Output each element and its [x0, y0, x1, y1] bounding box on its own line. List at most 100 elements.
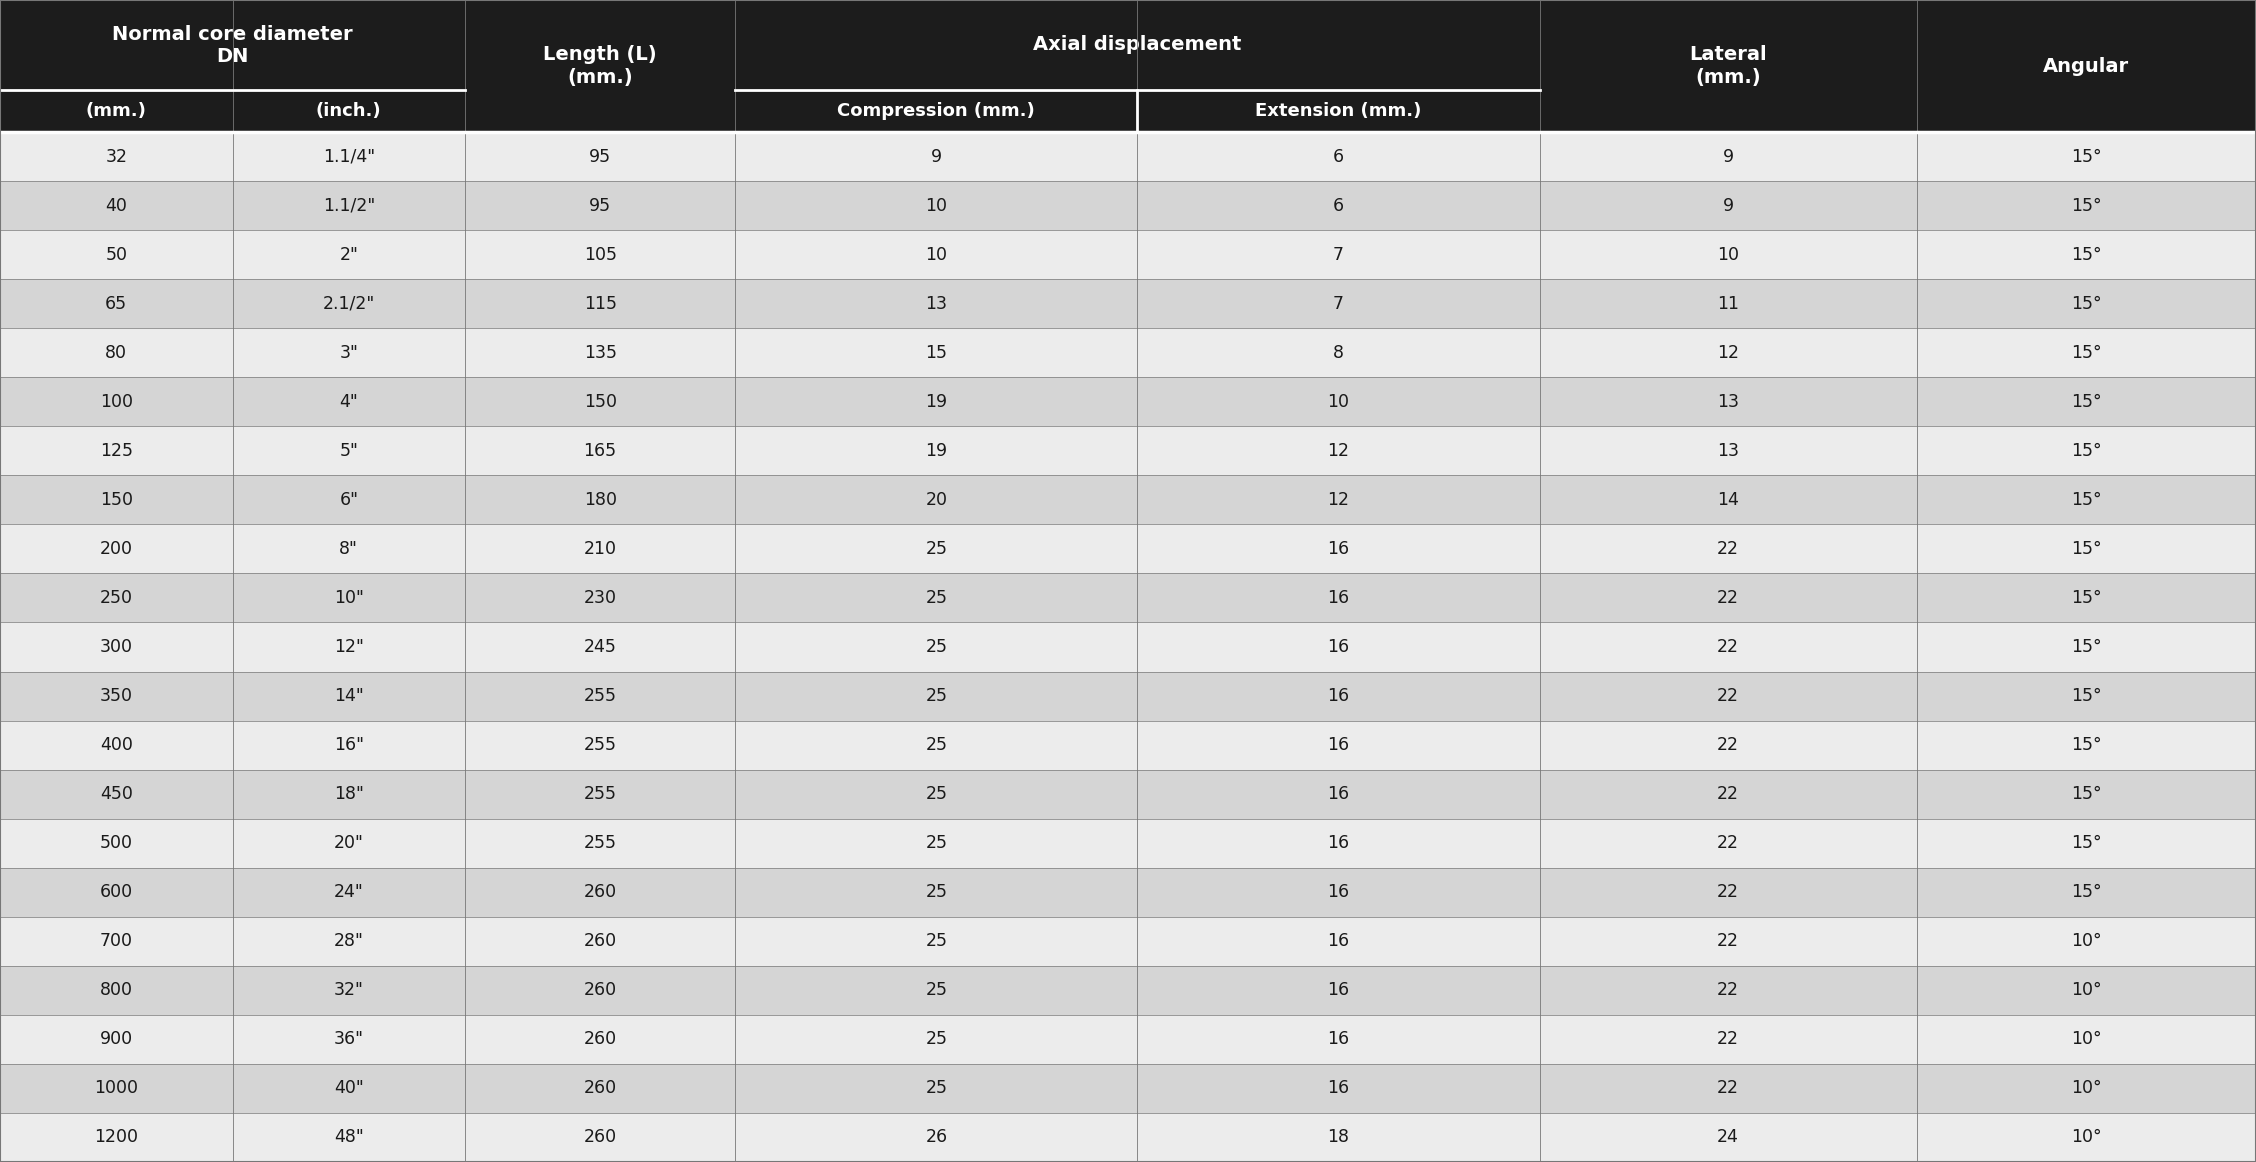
Bar: [232, 181, 465, 230]
Text: 245: 245: [584, 638, 616, 657]
Text: 22: 22: [1717, 1031, 1739, 1048]
Bar: [1918, 819, 2256, 868]
Text: 22: 22: [1717, 540, 1739, 558]
Text: 800: 800: [99, 982, 133, 999]
Text: 200: 200: [99, 540, 133, 558]
Text: 36": 36": [334, 1031, 363, 1048]
Bar: [1918, 769, 2256, 819]
Bar: [1137, 426, 1539, 475]
Text: 14": 14": [334, 687, 363, 705]
Text: 22: 22: [1717, 736, 1739, 754]
Text: 65: 65: [106, 295, 126, 313]
Text: 16: 16: [1327, 1079, 1349, 1097]
Text: 150: 150: [99, 490, 133, 509]
Text: 32": 32": [334, 982, 363, 999]
Text: 95: 95: [589, 148, 611, 165]
Text: 210: 210: [584, 540, 616, 558]
Text: 15°: 15°: [2071, 736, 2103, 754]
Text: 16: 16: [1327, 982, 1349, 999]
Bar: [735, 1014, 1137, 1064]
Text: 14: 14: [1717, 490, 1739, 509]
Text: 95: 95: [589, 196, 611, 215]
Text: 20: 20: [925, 490, 948, 509]
Text: 40": 40": [334, 1079, 363, 1097]
Bar: [1137, 966, 1539, 1014]
Text: 2": 2": [338, 245, 359, 264]
Bar: [232, 378, 465, 426]
Bar: [0, 89, 232, 132]
Text: 15°: 15°: [2071, 638, 2103, 657]
Bar: [1918, 230, 2256, 279]
Text: 255: 255: [584, 736, 616, 754]
Text: 450: 450: [99, 786, 133, 803]
Bar: [735, 181, 1137, 230]
Text: 700: 700: [99, 932, 133, 951]
Bar: [0, 966, 232, 1014]
Text: 135: 135: [584, 344, 616, 361]
Text: 10: 10: [925, 196, 948, 215]
Text: 600: 600: [99, 883, 133, 902]
Text: 10°: 10°: [2071, 1031, 2103, 1048]
Bar: [465, 279, 735, 328]
Bar: [1918, 623, 2256, 672]
Text: 6": 6": [338, 490, 359, 509]
Text: 1000: 1000: [95, 1079, 138, 1097]
Text: 255: 255: [584, 786, 616, 803]
Text: 10°: 10°: [2071, 982, 2103, 999]
Text: 400: 400: [99, 736, 133, 754]
Bar: [0, 230, 232, 279]
Bar: [1539, 279, 1918, 328]
Text: 10: 10: [1327, 393, 1349, 410]
Text: 15°: 15°: [2071, 786, 2103, 803]
Bar: [1137, 917, 1539, 966]
Bar: [465, 426, 735, 475]
Text: Angular: Angular: [2044, 57, 2130, 76]
Text: 6: 6: [1333, 148, 1345, 165]
Text: 25: 25: [925, 834, 948, 852]
Bar: [1539, 1113, 1918, 1162]
Text: 10": 10": [334, 589, 363, 607]
Text: 7: 7: [1333, 295, 1345, 313]
Text: 4": 4": [338, 393, 359, 410]
Bar: [735, 672, 1137, 720]
Text: 25: 25: [925, 589, 948, 607]
Bar: [465, 378, 735, 426]
Bar: [232, 524, 465, 573]
Bar: [1539, 769, 1918, 819]
Text: Axial displacement: Axial displacement: [1033, 36, 1241, 55]
Text: 22: 22: [1717, 883, 1739, 902]
Bar: [1918, 966, 2256, 1014]
Text: 25: 25: [925, 932, 948, 951]
Text: 22: 22: [1717, 932, 1739, 951]
Text: 16: 16: [1327, 638, 1349, 657]
Text: 22: 22: [1717, 786, 1739, 803]
Bar: [0, 1113, 232, 1162]
Bar: [735, 623, 1137, 672]
Bar: [232, 328, 465, 378]
Text: 115: 115: [584, 295, 616, 313]
Bar: [1137, 378, 1539, 426]
Text: 24: 24: [1717, 1128, 1739, 1147]
Text: 10°: 10°: [2071, 1079, 2103, 1097]
Text: 9: 9: [932, 148, 943, 165]
Bar: [232, 279, 465, 328]
Bar: [1137, 475, 1539, 524]
Text: 25: 25: [925, 687, 948, 705]
Text: 24": 24": [334, 883, 363, 902]
Text: 10°: 10°: [2071, 932, 2103, 951]
Bar: [1137, 720, 1539, 769]
Text: 16: 16: [1327, 540, 1349, 558]
Bar: [465, 966, 735, 1014]
Bar: [735, 1113, 1137, 1162]
Text: Compression (mm.): Compression (mm.): [837, 102, 1036, 120]
Bar: [1137, 524, 1539, 573]
Text: 1.1/4": 1.1/4": [323, 148, 374, 165]
Bar: [465, 132, 735, 181]
Bar: [232, 1064, 465, 1113]
Text: 22: 22: [1717, 589, 1739, 607]
Bar: [465, 1113, 735, 1162]
Bar: [232, 917, 465, 966]
Text: (inch.): (inch.): [316, 102, 381, 120]
Bar: [1137, 819, 1539, 868]
Bar: [1918, 426, 2256, 475]
